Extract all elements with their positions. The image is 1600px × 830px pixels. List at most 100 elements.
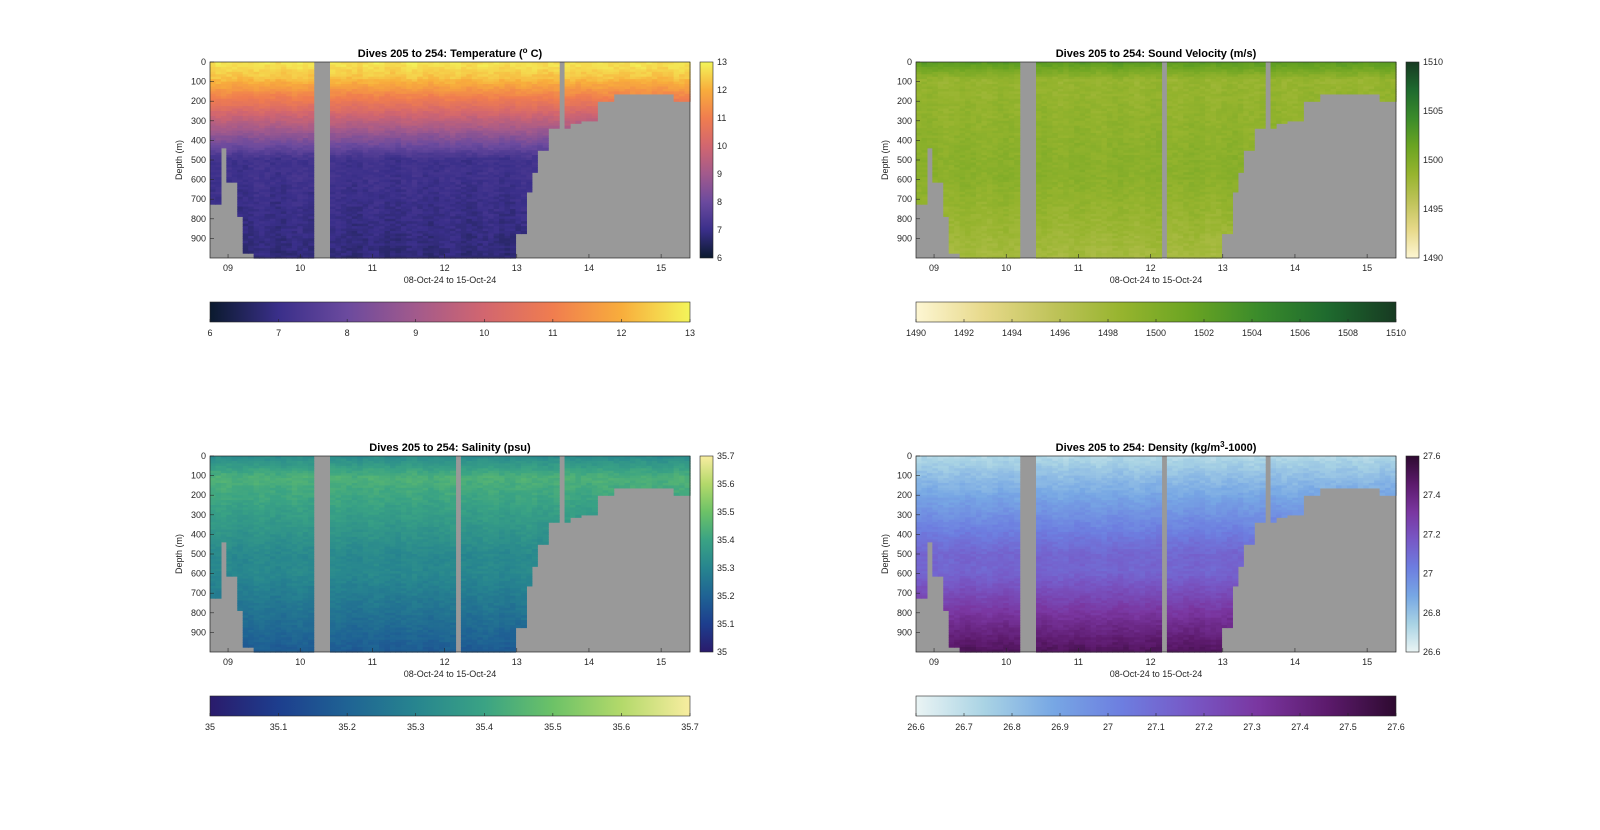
heatmap-cell xyxy=(390,243,397,247)
heatmap-cell xyxy=(471,199,478,203)
heatmap-cell xyxy=(253,243,260,247)
heatmap-cell xyxy=(286,133,293,137)
heatmap-cell xyxy=(608,96,615,100)
heatmap-cell xyxy=(248,118,255,122)
heatmap-cell xyxy=(477,243,484,247)
heatmap-cell xyxy=(460,199,467,203)
heatmap-cell xyxy=(510,231,517,235)
heatmap-cell xyxy=(237,142,244,146)
heatmap-cell xyxy=(340,253,347,257)
heatmap-cell xyxy=(395,235,402,239)
heatmap-cell xyxy=(335,174,342,178)
heatmap-cell xyxy=(439,113,446,117)
heatmap-cell xyxy=(466,199,473,203)
heatmap-cell xyxy=(259,152,266,156)
heatmap-cell xyxy=(297,179,304,183)
heatmap-cell xyxy=(499,147,506,151)
heatmap-cell xyxy=(280,86,287,90)
heatmap-cell xyxy=(921,98,928,102)
heatmap-cell xyxy=(330,199,337,203)
heatmap-cell xyxy=(526,64,533,68)
heatmap-cell xyxy=(280,142,287,146)
heatmap-cell xyxy=(439,147,446,151)
heatmap-cell xyxy=(297,221,304,225)
heatmap-cell xyxy=(384,218,391,222)
heatmap-cell xyxy=(308,186,315,190)
heatmap-cell xyxy=(493,157,500,161)
heatmap-cell xyxy=(466,79,473,83)
heatmap-cell xyxy=(291,106,298,110)
heatmap-cell xyxy=(390,177,397,181)
heatmap-cell xyxy=(466,74,473,78)
heatmap-cell xyxy=(471,233,478,237)
heatmap-cell xyxy=(515,125,522,129)
heatmap-cell xyxy=(357,64,364,68)
heatmap-cell xyxy=(210,194,217,198)
heatmap-cell xyxy=(619,91,626,95)
heatmap-cell xyxy=(379,255,386,259)
heatmap-cell xyxy=(286,98,293,102)
heatmap-cell xyxy=(444,79,451,83)
heatmap-cell xyxy=(357,152,364,156)
heatmap-cell xyxy=(679,62,686,66)
heatmap-cell xyxy=(357,79,364,83)
heatmap-cell xyxy=(259,162,266,166)
heatmap-cell xyxy=(308,240,315,244)
heatmap-cell xyxy=(444,155,451,159)
heatmap-cell xyxy=(275,120,282,124)
heatmap-cell xyxy=(466,123,473,127)
heatmap-cell xyxy=(406,84,413,88)
heatmap-cell xyxy=(226,76,233,80)
heatmap-cell xyxy=(422,147,429,151)
heatmap-cell xyxy=(471,162,478,166)
heatmap-cell xyxy=(537,62,544,66)
heatmap-cell xyxy=(264,140,271,144)
heatmap-cell xyxy=(275,145,282,149)
heatmap-cell xyxy=(460,103,467,107)
heatmap-cell xyxy=(602,69,609,73)
heatmap-cell xyxy=(520,66,527,70)
heatmap-cell xyxy=(390,182,397,186)
heatmap-cell xyxy=(916,172,923,176)
heatmap-cell xyxy=(520,177,527,181)
heatmap-cell xyxy=(504,213,511,217)
heatmap-cell xyxy=(921,128,928,132)
heatmap-cell xyxy=(428,206,435,210)
heatmap-cell xyxy=(264,162,271,166)
heatmap-cell xyxy=(471,253,478,257)
heatmap-cell xyxy=(302,118,309,122)
heatmap-cell xyxy=(504,218,511,222)
heatmap-cell xyxy=(493,164,500,168)
heatmap-cell xyxy=(406,123,413,127)
heatmap-cell xyxy=(510,160,517,164)
heatmap-cell xyxy=(921,69,928,73)
heatmap-cell xyxy=(330,201,337,205)
heatmap-cell xyxy=(231,81,238,85)
heatmap-cell xyxy=(351,218,358,222)
heatmap-cell xyxy=(264,228,271,232)
heatmap-cell xyxy=(242,167,249,171)
y-tick-label: 900 xyxy=(191,233,206,243)
heatmap-cell xyxy=(510,103,517,107)
heatmap-cell xyxy=(395,155,402,159)
heatmap-cell xyxy=(346,142,353,146)
heatmap-cell xyxy=(450,152,457,156)
heatmap-cell xyxy=(526,115,533,119)
heatmap-cell xyxy=(308,213,315,217)
heatmap-cell xyxy=(482,91,489,95)
heatmap-cell xyxy=(280,145,287,149)
heatmap-cell xyxy=(520,140,527,144)
heatmap-cell xyxy=(291,140,298,144)
heatmap-cell xyxy=(280,182,287,186)
heatmap-cell xyxy=(482,84,489,88)
heatmap-cell xyxy=(253,245,260,249)
heatmap-cell xyxy=(493,211,500,215)
heatmap-cell xyxy=(504,101,511,105)
heatmap-cell xyxy=(368,123,375,127)
heatmap-cell xyxy=(248,113,255,117)
heatmap-cell xyxy=(417,162,424,166)
heatmap-cell xyxy=(275,160,282,164)
heatmap-cell xyxy=(537,79,544,83)
heatmap-cell xyxy=(373,101,380,105)
heatmap-cell xyxy=(357,71,364,75)
